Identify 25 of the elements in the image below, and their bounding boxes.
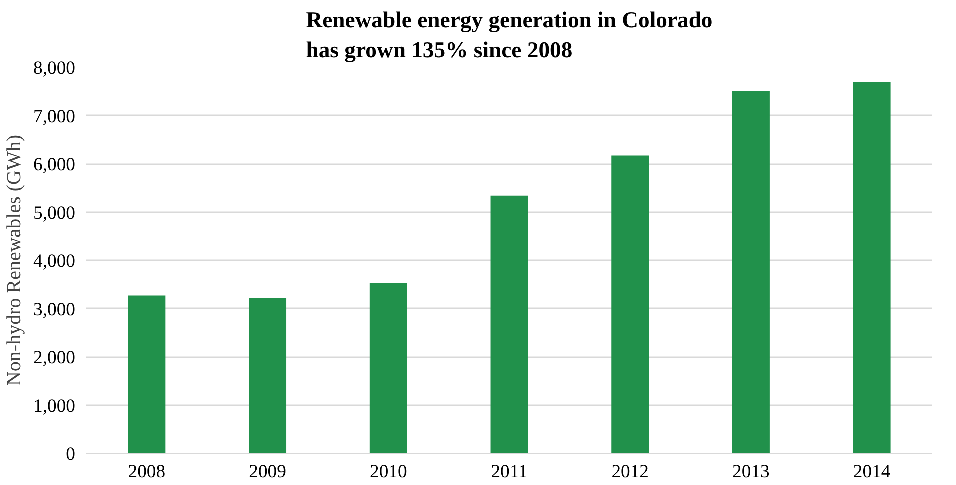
y-tick-label: 6,000 — [34, 154, 76, 176]
x-tick-label: 2011 — [491, 462, 528, 482]
bar — [249, 298, 287, 454]
x-tick-label: 2014 — [853, 462, 892, 482]
bar — [490, 196, 528, 454]
x-tick-label: 2013 — [732, 462, 770, 482]
x-tick-label: 2009 — [249, 462, 286, 482]
bar — [853, 82, 891, 454]
y-tick-label: 5,000 — [34, 202, 76, 224]
y-tick-label: 0 — [66, 444, 76, 465]
x-tick-label: 2010 — [370, 462, 408, 482]
bar — [732, 91, 770, 454]
y-tick-label: 3,000 — [34, 299, 76, 320]
y-tick-label: 7,000 — [34, 106, 76, 128]
y-axis-title: Non-hydro Renewables (GWh) — [4, 134, 26, 386]
bar — [370, 283, 408, 454]
bar — [612, 156, 650, 454]
x-tick-label: 2012 — [612, 462, 650, 482]
y-tick-label: 1,000 — [34, 396, 76, 417]
bar — [128, 296, 166, 454]
chart-title: Renewable energy generation in Colorado has grown 135% since 2008 — [306, 8, 713, 62]
y-tick-label: 2,000 — [34, 348, 76, 368]
y-tick-label: 4,000 — [34, 251, 76, 272]
x-tick-label: 2008 — [128, 462, 166, 482]
y-tick-label: 8,000 — [34, 58, 76, 79]
